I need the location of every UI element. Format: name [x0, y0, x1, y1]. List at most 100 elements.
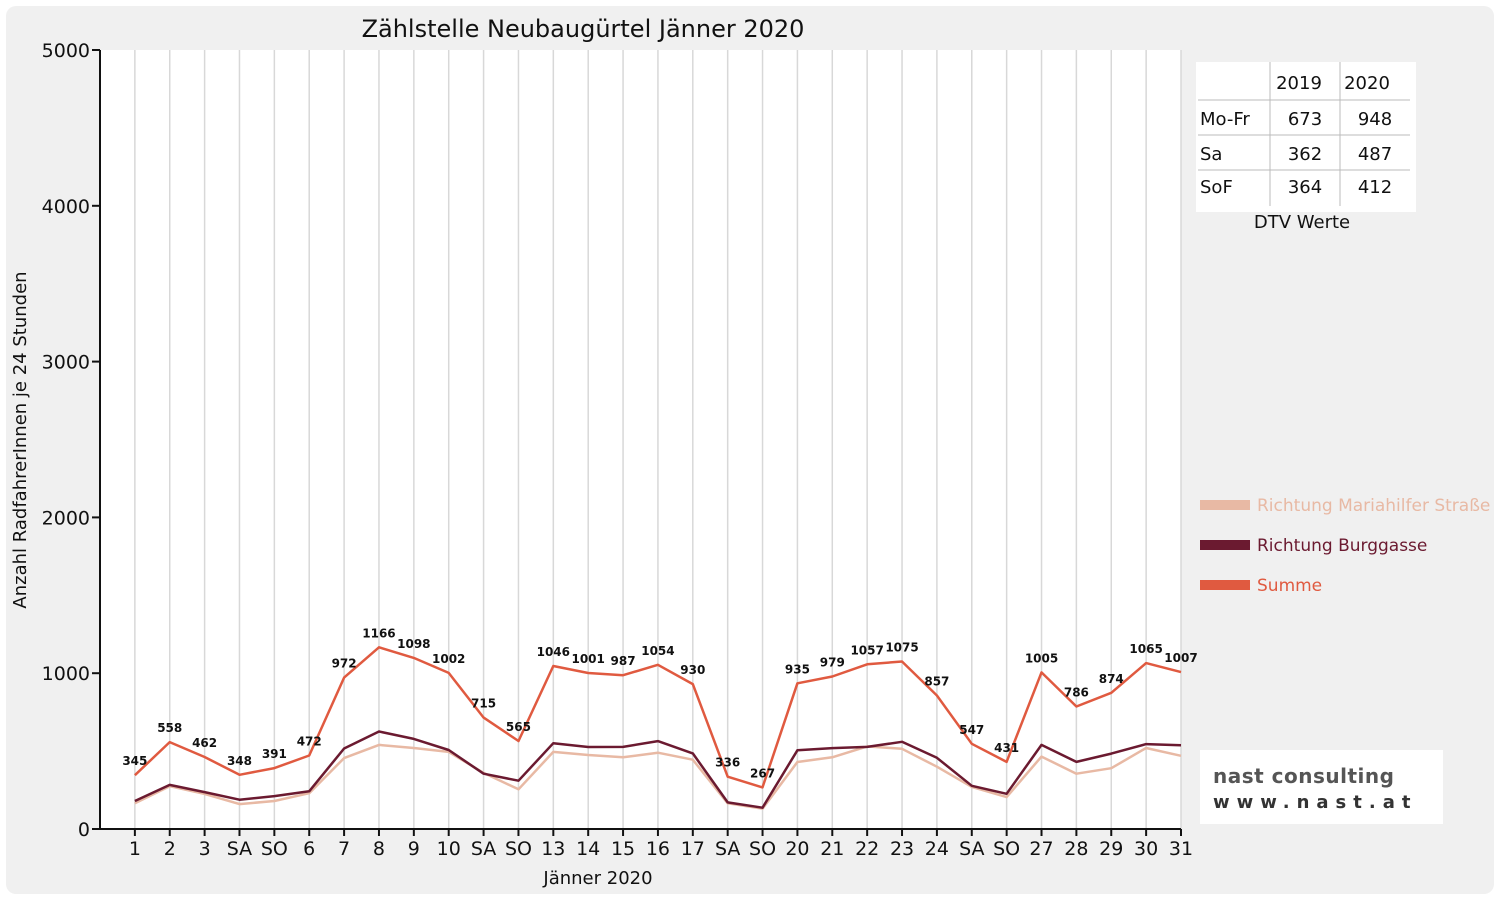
data-label: 1057 — [850, 643, 883, 657]
x-tick-label: 10 — [437, 838, 461, 860]
data-label: 462 — [192, 736, 217, 750]
legend-swatch — [1200, 580, 1250, 590]
data-label: 1166 — [362, 626, 395, 640]
chart-title: Zählstelle Neubaugürtel Jänner 2020 — [362, 15, 805, 43]
y-tick-labels: 0 1000 2000 3000 4000 5000 — [42, 40, 90, 841]
data-label: 558 — [157, 721, 182, 735]
x-tick-label: 23 — [890, 838, 914, 860]
logo-url: www.nast.at — [1213, 792, 1417, 813]
data-label: 431 — [994, 741, 1019, 755]
dtv-table-background — [1196, 62, 1416, 212]
data-label: 979 — [820, 655, 845, 669]
x-tick-label: SO — [261, 838, 288, 860]
x-tick-label: 1 — [129, 838, 141, 860]
data-label: 348 — [227, 754, 252, 768]
x-tick-label: 16 — [646, 838, 670, 860]
series-line — [134, 730, 1182, 809]
data-label: 857 — [924, 674, 949, 688]
x-tick-label: SO — [505, 838, 532, 860]
data-label: 987 — [611, 654, 636, 668]
legend-entry: Summe — [1257, 576, 1322, 596]
data-label: 267 — [750, 766, 775, 780]
data-label: 547 — [959, 723, 984, 737]
x-tick-label: 31 — [1169, 838, 1193, 860]
x-tick-label: SA — [715, 838, 740, 860]
legend-swatch — [1200, 500, 1250, 510]
x-tick-label: 24 — [925, 838, 949, 860]
data-label: 391 — [262, 747, 287, 761]
grid-lines — [134, 50, 1182, 829]
data-label: 1075 — [885, 641, 918, 655]
data-label: 715 — [471, 697, 496, 711]
dtv-col-header: 2020 — [1344, 73, 1390, 94]
plot-area — [100, 50, 1181, 829]
dtv-cell: 673 — [1288, 109, 1322, 130]
data-label: 1046 — [537, 645, 570, 659]
legend-entry: Richtung Mariahilfer Straße — [1257, 496, 1490, 516]
data-label: 930 — [680, 663, 705, 677]
data-label: 1054 — [641, 644, 674, 658]
nast-consulting-logo: nast consulting www.nast.at — [1200, 750, 1443, 824]
x-tick-label: 7 — [338, 838, 350, 860]
x-tick-label: 8 — [373, 838, 385, 860]
legend: Richtung Mariahilfer Straße Richtung Bur… — [1200, 496, 1490, 596]
x-tick-label: 15 — [611, 838, 635, 860]
x-tick-label: 9 — [408, 838, 420, 860]
x-axis-label: Jänner 2020 — [542, 868, 652, 889]
data-label: 1005 — [1025, 651, 1058, 665]
dtv-row-label: Sa — [1200, 144, 1222, 165]
x-tick-label: 28 — [1064, 838, 1088, 860]
logo-name: nast consulting — [1213, 764, 1394, 788]
dtv-cell: 412 — [1358, 177, 1392, 198]
x-tick-label: 3 — [199, 838, 211, 860]
x-tick-label: SA — [471, 838, 496, 860]
y-tick-label: 1000 — [42, 663, 90, 685]
data-label: 1001 — [571, 652, 604, 666]
x-tick-label: 29 — [1099, 838, 1123, 860]
x-tick-label: 14 — [576, 838, 600, 860]
x-tick-label: 6 — [303, 838, 315, 860]
data-label: 345 — [122, 754, 147, 768]
y-tick-label: 3000 — [42, 352, 90, 374]
dtv-cell: 362 — [1288, 144, 1322, 165]
x-tick-label: SA — [959, 838, 984, 860]
data-label: 1098 — [397, 637, 430, 651]
dtv-row-label: SoF — [1200, 177, 1233, 198]
y-tick-label: 5000 — [42, 40, 90, 62]
logo-background — [1200, 750, 1443, 824]
axes — [92, 49, 1182, 836]
data-label: 1002 — [432, 652, 465, 666]
data-label: 874 — [1099, 672, 1124, 686]
x-tick-label: 17 — [681, 838, 705, 860]
x-tick-label: 13 — [541, 838, 565, 860]
data-label: 786 — [1064, 686, 1089, 700]
x-tick-label: 22 — [855, 838, 879, 860]
dtv-cell: 364 — [1288, 177, 1322, 198]
data-label: 935 — [785, 662, 810, 676]
dtv-caption: DTV Werte — [1254, 212, 1350, 233]
x-tick-labels: 1 2 3 SA SO 6 7 8 9 10 SA SO 13 14 15 16 17 SA SO 20 21 22 23 2… — [129, 838, 1193, 860]
legend-swatch — [1200, 540, 1250, 550]
x-tick-label: SA — [227, 838, 252, 860]
data-label: 565 — [506, 720, 531, 734]
dtv-row-label: Mo-Fr — [1200, 109, 1250, 130]
x-tick-label: SO — [749, 838, 776, 860]
dtv-col-header: 2019 — [1276, 73, 1322, 94]
data-label: 472 — [297, 734, 322, 748]
series-lines — [134, 646, 1182, 810]
dtv-table: 2019 2020 Mo-Fr 673 948 Sa 362 487 SoF 3… — [1196, 62, 1416, 233]
data-label: 972 — [332, 657, 357, 671]
x-tick-label: SO — [993, 838, 1020, 860]
x-tick-label: 21 — [820, 838, 844, 860]
data-label: 1007 — [1164, 651, 1197, 665]
dtv-cell: 487 — [1358, 144, 1392, 165]
y-tick-label: 2000 — [42, 507, 90, 529]
y-axis-label: Anzahl RadfahrerInnen je 24 Stunden — [10, 271, 31, 608]
x-tick-label: 27 — [1029, 838, 1053, 860]
dtv-cell: 948 — [1358, 109, 1392, 130]
y-tick-label: 4000 — [42, 196, 90, 218]
series-line — [134, 646, 1182, 789]
data-label: 336 — [715, 756, 740, 770]
series-line — [134, 743, 1182, 810]
